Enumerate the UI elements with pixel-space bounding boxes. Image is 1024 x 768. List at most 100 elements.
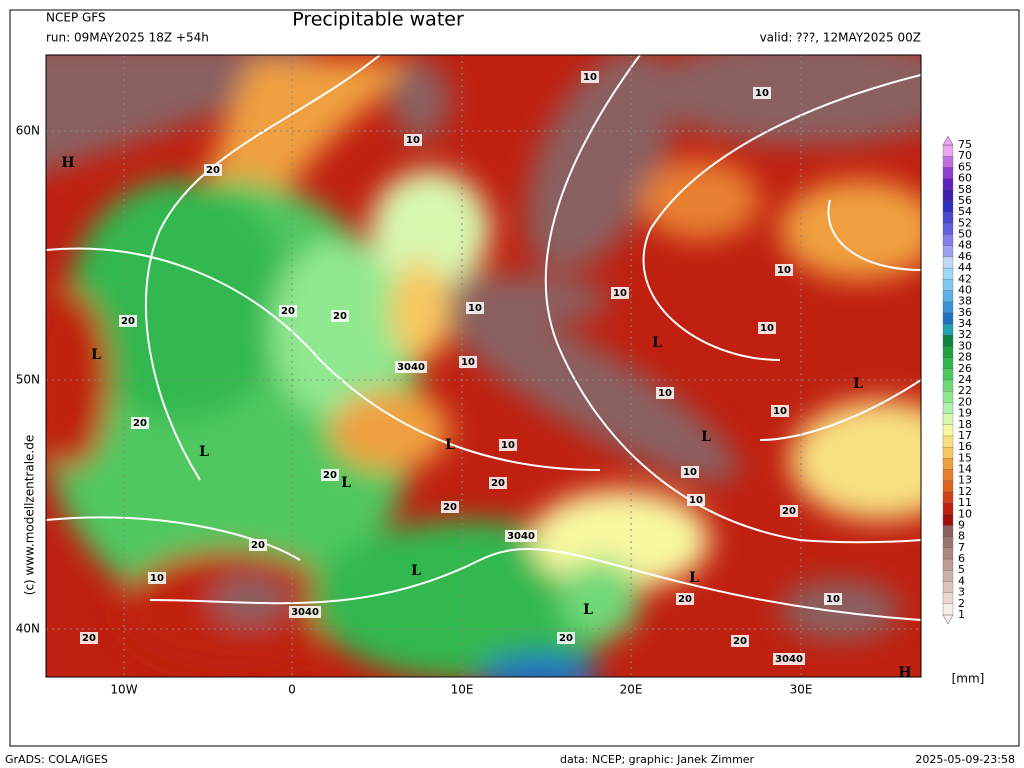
colorbar-band (942, 514, 954, 527)
colorbar-band (942, 323, 954, 336)
label-bg (611, 287, 629, 299)
label-bg (557, 632, 575, 644)
colorbar-label: 58 (958, 183, 972, 196)
colorbar-label: 14 (958, 463, 972, 476)
colorbar-band (942, 346, 954, 359)
contour-label: 20 (443, 502, 457, 513)
label-bg (279, 305, 297, 317)
pressure-center: L (652, 335, 662, 351)
contour-label: 20 (281, 306, 295, 317)
colorbar-label: 17 (958, 429, 972, 442)
colorbar-band (942, 570, 954, 583)
pressure-center: L (583, 602, 593, 618)
pressure-center: L (853, 376, 863, 392)
colorbar-band (942, 200, 954, 213)
colorbar-band (942, 211, 954, 224)
colorbar-band (942, 223, 954, 236)
label-bg (404, 134, 422, 146)
label-bg (775, 264, 793, 276)
colorbar-label: 10 (958, 507, 972, 520)
label-bg (824, 593, 842, 605)
run: run: 09MAY2025 18Z +54h (46, 31, 209, 45)
colorbar-band (942, 279, 954, 292)
colorbar-band (942, 424, 954, 437)
colorbar-band (942, 603, 954, 616)
lat-label: 60N (16, 124, 40, 138)
colorbar-label: 8 (958, 530, 965, 543)
colorbar-label: 13 (958, 474, 972, 487)
label-bg (119, 315, 137, 327)
lon-label: 0 (288, 683, 296, 697)
pressure-center: L (445, 437, 455, 453)
colorbar-band (942, 402, 954, 415)
colorbar-label: 30 (958, 339, 972, 352)
colorbar-label: 56 (958, 194, 972, 207)
pressure-center: L (689, 570, 699, 586)
label-bg (148, 572, 166, 584)
colorbar-label: 15 (958, 451, 972, 464)
contour-label: 20 (251, 540, 265, 551)
colorbar-label: 54 (958, 205, 972, 218)
label-bg (771, 405, 789, 417)
colorbar-top (942, 135, 954, 146)
colorbar-label: 22 (958, 384, 972, 397)
contour-label: 10 (777, 265, 791, 276)
label-bg (681, 466, 699, 478)
contour-label: 3040 (507, 531, 535, 542)
pressure-center: L (411, 563, 421, 579)
label-bg (441, 501, 459, 513)
contour-label: 20 (491, 478, 505, 489)
colorbar-band (942, 491, 954, 504)
contour-label: 10 (461, 357, 475, 368)
colorbar-band (942, 502, 954, 515)
colorbar-bottom (942, 614, 954, 625)
colorbar-band (942, 480, 954, 493)
colorbar-label: 20 (958, 395, 972, 408)
contour-label: 10 (658, 388, 672, 399)
colorbar-label: 40 (958, 283, 972, 296)
colorbar-band (942, 189, 954, 202)
contours (46, 55, 921, 621)
pressure-center: L (91, 347, 101, 363)
colorbar-band (942, 144, 954, 157)
label-bg (581, 71, 599, 83)
copyright: (c) www.modellzentrale.de (23, 435, 37, 595)
map-border (45, 54, 922, 678)
colorbar-label: 36 (958, 306, 972, 319)
colorbar-label: 46 (958, 250, 972, 263)
colorbar-band (942, 391, 954, 404)
colorbar-band (942, 435, 954, 448)
colorbar-label: 9 (958, 518, 965, 531)
colorbar-band (942, 156, 954, 169)
colorbar-label: 16 (958, 440, 972, 453)
timestamp: 2025-05-09-23:58 (915, 753, 1015, 766)
colorbar-label: 44 (958, 261, 972, 274)
colorbar-band (942, 379, 954, 392)
colorbar-label: 70 (958, 149, 972, 162)
label-bg (80, 632, 98, 644)
label-bg (331, 310, 349, 322)
colorbar-label: 3 (958, 586, 965, 599)
label-bg (321, 469, 339, 481)
colorbar-label: 18 (958, 418, 972, 431)
colorbar-band (942, 592, 954, 605)
label-bg (731, 635, 749, 647)
contour-label: 3040 (775, 654, 803, 665)
pressure-center: L (701, 429, 711, 445)
contour-label: 10 (755, 88, 769, 99)
colorbar-label: 50 (958, 228, 972, 241)
lat-label: 50N (16, 373, 40, 387)
contour-label: 10 (150, 573, 164, 584)
colorbar-band (942, 547, 954, 560)
colorbar-label: 19 (958, 407, 972, 420)
colorbar-label: 26 (958, 362, 972, 375)
colorbar-band (942, 335, 954, 348)
colorbar-band (942, 413, 954, 426)
contour-label: 20 (121, 316, 135, 327)
label-bg (780, 505, 798, 517)
colorbar-label: 48 (958, 239, 972, 252)
colorbar-label: 6 (958, 552, 965, 565)
label-bg (489, 477, 507, 489)
